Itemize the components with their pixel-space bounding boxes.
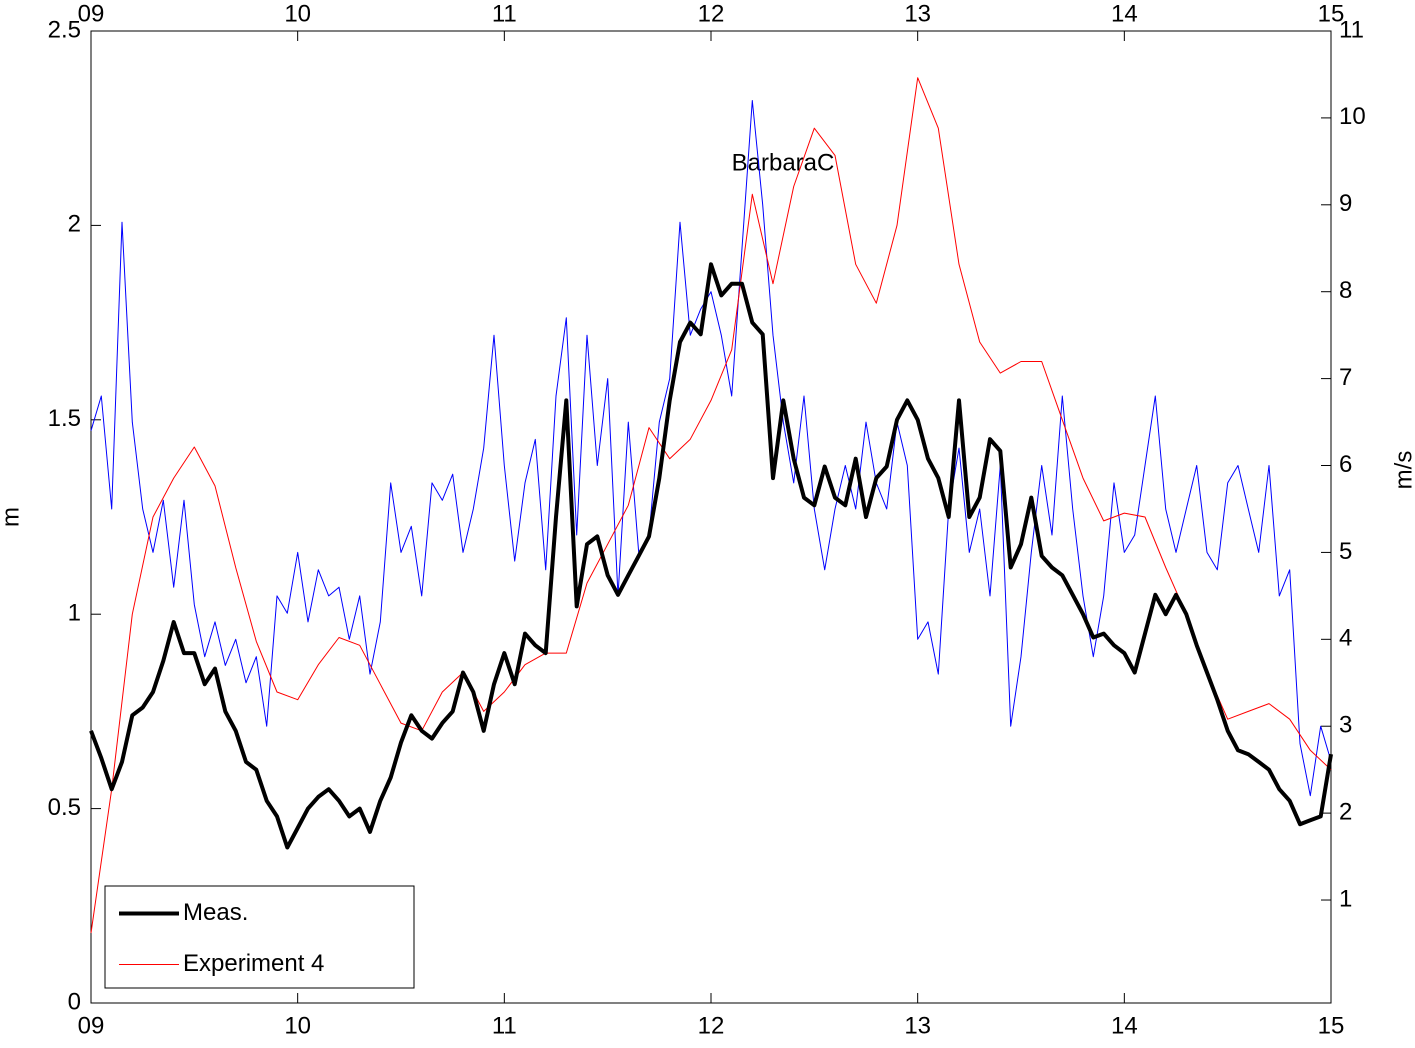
y2-tick-label: 5 (1339, 538, 1352, 565)
x-tick-label: 09 (78, 1012, 105, 1039)
y-tick-label: 2 (68, 211, 81, 238)
x-tick-label: 12 (698, 1012, 725, 1039)
y2-tick-label: 9 (1339, 190, 1352, 217)
y2-tick-label: 4 (1339, 625, 1352, 652)
y-tick-label: 0 (68, 988, 81, 1015)
x-top-tick-label: 13 (904, 0, 931, 27)
legend-label: Meas. (183, 899, 248, 926)
y2-tick-label: 7 (1339, 364, 1352, 391)
x-top-tick-label: 09 (78, 0, 105, 27)
x-tick-label: 13 (904, 1012, 931, 1039)
y-tick-label: 1.5 (48, 405, 81, 432)
y-tick-label: 2.5 (48, 16, 81, 43)
y-tick-label: 0.5 (48, 794, 81, 821)
x-top-tick-label: 14 (1111, 0, 1138, 27)
y2-tick-label: 11 (1339, 16, 1364, 43)
series-line (90, 100, 1332, 797)
x-top-tick-label: 15 (1318, 0, 1345, 27)
y2-tick-label: 6 (1339, 451, 1352, 478)
x-top-tick-label: 10 (284, 0, 311, 27)
legend-label: Experiment 4 (183, 950, 324, 977)
y2-tick-label: 2 (1339, 798, 1352, 825)
y2-tick-label: 8 (1339, 277, 1352, 304)
x-top-tick-label: 11 (492, 0, 517, 27)
legend-box (104, 885, 415, 989)
series-line (89, 262, 1333, 850)
x-tick-label: 15 (1318, 1012, 1345, 1039)
y-axis-label: m (0, 507, 24, 527)
x-top-tick-label: 12 (698, 0, 725, 27)
x-tick-label: 11 (492, 1012, 517, 1039)
y-tick-label: 1 (68, 600, 81, 627)
y2-axis-label: m/s (1390, 451, 1415, 490)
y2-tick-label: 3 (1339, 712, 1352, 739)
y2-tick-label: 10 (1339, 103, 1366, 130)
x-tick-label: 10 (284, 1012, 311, 1039)
x-tick-label: 14 (1111, 1012, 1138, 1039)
y2-tick-label: 1 (1339, 885, 1352, 912)
series-line (90, 77, 1332, 934)
